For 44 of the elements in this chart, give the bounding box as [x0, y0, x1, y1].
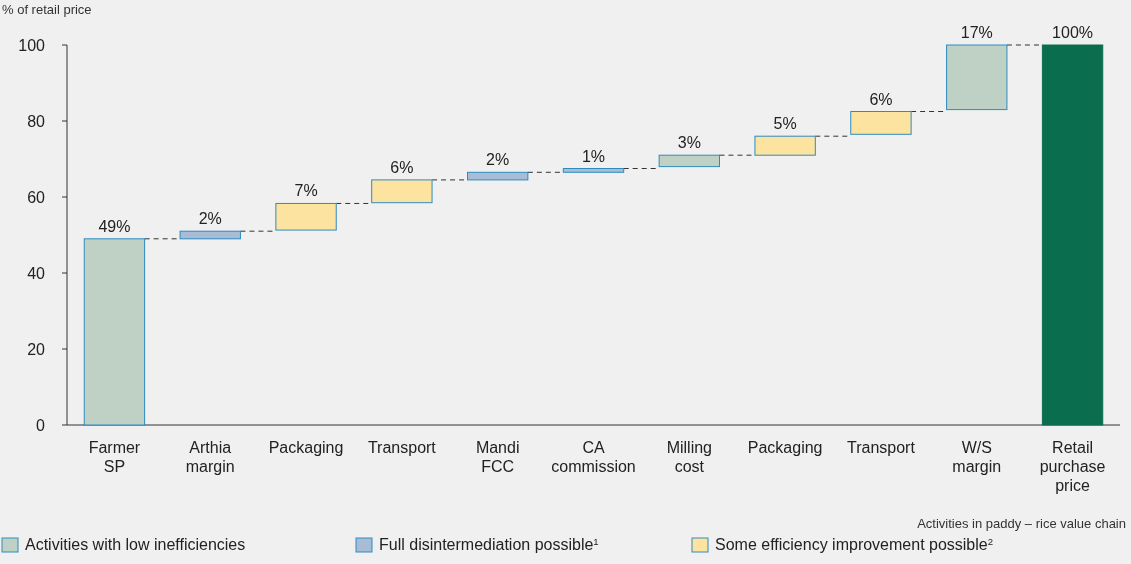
bar	[946, 44, 1008, 111]
x-tick-label: W/S margin	[952, 439, 1002, 475]
x-tick-label: Transport	[847, 439, 916, 456]
legend-label: Full disintermediation possible$^{1}$	[379, 535, 599, 553]
bar	[850, 111, 912, 135]
x-tick-label: CA commission	[551, 439, 636, 475]
bar	[179, 230, 241, 240]
bar	[371, 179, 433, 204]
y-tick-label: 20	[27, 340, 46, 358]
bar	[83, 238, 146, 426]
text: 100%	[1052, 24, 1094, 41]
x-tick-label: Milling cost	[666, 439, 712, 475]
x-tick-label: Farmer SP	[88, 439, 141, 475]
x-tick-label: Transport	[367, 439, 437, 456]
bar	[275, 202, 337, 231]
text: 3%	[677, 134, 701, 152]
text: 6%	[869, 90, 893, 108]
y-tick-label: 40	[27, 264, 46, 282]
text: 2%	[486, 151, 510, 169]
text: 17%	[960, 24, 993, 41]
y-axis-title: % of retail price	[2, 2, 92, 17]
bar	[467, 171, 529, 181]
text: 7%	[294, 182, 318, 200]
legend-label: Some efficiency improvement possible$^{2}$	[715, 535, 994, 553]
text: 49%	[98, 217, 131, 235]
bar	[1041, 44, 1104, 426]
x-tick-label: Arthia margin	[185, 439, 235, 475]
text: Activities in paddy – rice value chain	[917, 516, 1126, 531]
x-tick-label: Packaging	[747, 439, 823, 456]
text: 5%	[773, 115, 797, 133]
y-tick-label: 0	[36, 416, 46, 434]
x-tick-label: Retail purchase price	[1039, 439, 1106, 494]
x-tick-label: Packaging	[268, 439, 344, 456]
text: 1%	[581, 147, 606, 165]
legend-label: Activities with low inefficiencies	[25, 536, 246, 553]
bar	[754, 135, 816, 156]
text: 2%	[198, 210, 222, 228]
y-tick-label: 80	[27, 112, 46, 130]
bar	[658, 154, 720, 168]
y-tick-label: 60	[27, 188, 46, 206]
text: 6%	[390, 158, 414, 176]
bar	[562, 168, 625, 173]
y-tick-label: 100	[18, 36, 46, 54]
x-tick-label: Mandi FCC	[475, 439, 520, 475]
